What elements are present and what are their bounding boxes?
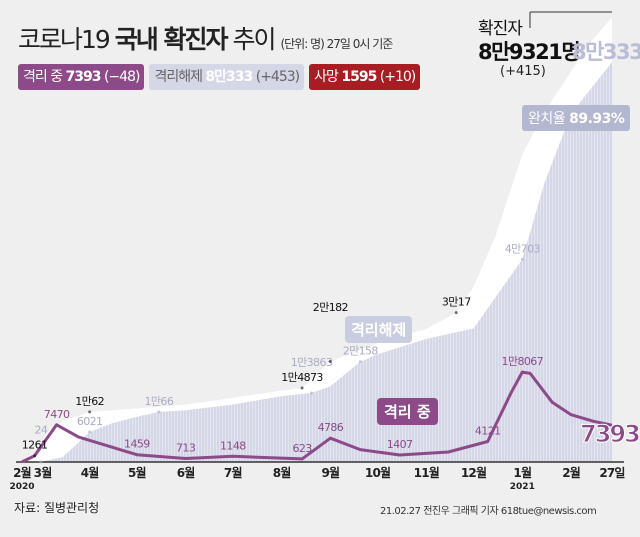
data-label-confirmed: 2만182 — [313, 301, 348, 314]
badge-value: 1595 — [341, 69, 377, 85]
data-label-isolation: 623 — [292, 442, 312, 455]
year-label: 2021 — [510, 482, 535, 492]
isolation-line — [21, 370, 613, 464]
x-tick-label: 2월 — [562, 465, 581, 480]
x-tick-label: 11월 — [414, 465, 440, 480]
data-label-isolation: 7470 — [44, 408, 70, 421]
badge-delta: (−48) — [103, 69, 140, 85]
data-label-isolation: 4786 — [318, 421, 344, 434]
data-label-released: 4만703 — [505, 242, 541, 255]
x-tick-label: 7월 — [224, 465, 243, 480]
x-tick-label: 2월 — [13, 465, 32, 480]
x-tick-label: 1월 — [513, 465, 532, 480]
title-prefix: 코로나19 — [18, 25, 111, 54]
data-point-isolation — [300, 457, 304, 461]
deaths-badge: 사망 1595 (+10) — [309, 64, 421, 90]
data-point-released — [88, 430, 92, 434]
data-point-isolation — [520, 370, 524, 374]
data-label-isolation: 1148 — [220, 439, 246, 452]
x-tick-label: 27일 — [599, 466, 625, 480]
title-bold: 국내 확진자 — [114, 25, 229, 54]
data-point-isolation — [231, 454, 235, 458]
data-label-released: 24 — [34, 424, 47, 437]
page-title: 코로나19 국내 확진자 추이 — [18, 20, 276, 56]
confirmed-label: 확진자 — [478, 19, 523, 39]
title-suffix: 추이 — [232, 25, 276, 54]
data-label-released: 1만66 — [145, 395, 174, 408]
badges: 격리 중 7393 (−48) 격리해제 8만333 (+453) 사망 159… — [18, 64, 421, 90]
unit-note: (단위: 명) 27일 0시 기준 — [280, 37, 393, 51]
data-point-isolation — [135, 453, 139, 457]
data-label-released: 1만3863 — [291, 356, 333, 369]
released-total: 8만333 — [572, 40, 640, 64]
x-tick-label: 8월 — [273, 465, 292, 480]
data-label-isolation: 1407 — [387, 438, 413, 451]
data-label-released: 2만158 — [343, 345, 379, 358]
data-point-released — [39, 460, 43, 464]
recovery-rate: 완치율 89.93% — [522, 105, 631, 131]
data-point-released — [358, 360, 362, 364]
data-point-isolation — [328, 436, 332, 440]
badge-delta: (+10) — [379, 69, 416, 85]
data-point-released — [520, 257, 524, 261]
data-label-isolation: 713 — [176, 441, 196, 454]
data-point-isolation — [184, 456, 188, 460]
data-point-confirmed — [300, 386, 304, 390]
data-label-isolation: 4121 — [475, 424, 501, 437]
recovery-rate-label: 완치율 — [528, 111, 566, 127]
badge-label: 사망 — [314, 69, 339, 85]
badge-label: 격리해제 — [154, 69, 203, 85]
badge-delta: (+453) — [255, 69, 300, 85]
released-tag: 격리해제 — [345, 316, 413, 343]
data-point-isolation — [486, 439, 490, 443]
confirmed-delta: (+415) — [500, 64, 546, 79]
data-point-confirmed — [328, 360, 332, 364]
data-label-confirmed: 1만62 — [75, 395, 104, 408]
released-area — [22, 62, 612, 462]
x-tick-label: 6월 — [177, 465, 196, 480]
data-label-confirmed: 1261 — [22, 439, 48, 452]
recovery-rate-value: 89.93% — [569, 111, 625, 127]
data-point-isolation — [55, 423, 59, 427]
badge-value: 7393 — [65, 69, 102, 85]
isolation-tag: 격리 중 — [377, 398, 438, 425]
badge-label: 격리 중 — [23, 69, 63, 85]
x-tick-label: 12월 — [461, 465, 487, 480]
data-point-isolation — [398, 453, 402, 457]
isolation-end-value: 7393 — [580, 420, 640, 449]
data-label-isolation: 1459 — [124, 438, 150, 451]
x-tick-label: 9월 — [321, 465, 340, 480]
confirmed-value: 8만9321명 — [478, 40, 581, 64]
x-tick-label: 3월 — [34, 465, 53, 480]
credit: 21.02.27 전진우 그래픽 기자 618tue@newsis.com — [380, 506, 597, 517]
x-tick-label: 10월 — [365, 465, 391, 480]
data-label-released: 6021 — [77, 415, 103, 428]
data-point-confirmed — [33, 454, 37, 458]
header: 코로나19 국내 확진자 추이 (단위: 명) 27일 0시 기준 — [18, 20, 393, 56]
source: 자료: 질병관리청 — [14, 501, 100, 515]
data-label-confirmed: 3만17 — [442, 296, 471, 309]
data-point-confirmed — [88, 410, 92, 414]
data-point-released — [157, 410, 161, 414]
data-point-released — [309, 391, 313, 395]
data-point-confirmed — [454, 311, 458, 315]
data-label-confirmed: 1만4873 — [281, 371, 323, 384]
data-label-isolation: 1만8067 — [502, 355, 544, 368]
year-label: 2020 — [9, 482, 34, 492]
isolation-badge: 격리 중 7393 (−48) — [18, 64, 145, 90]
x-tick-label: 4월 — [81, 465, 100, 480]
released-badge: 격리해제 8만333 (+453) — [149, 64, 305, 90]
badge-value: 8만333 — [205, 69, 253, 85]
x-tick-label: 5월 — [128, 465, 147, 480]
